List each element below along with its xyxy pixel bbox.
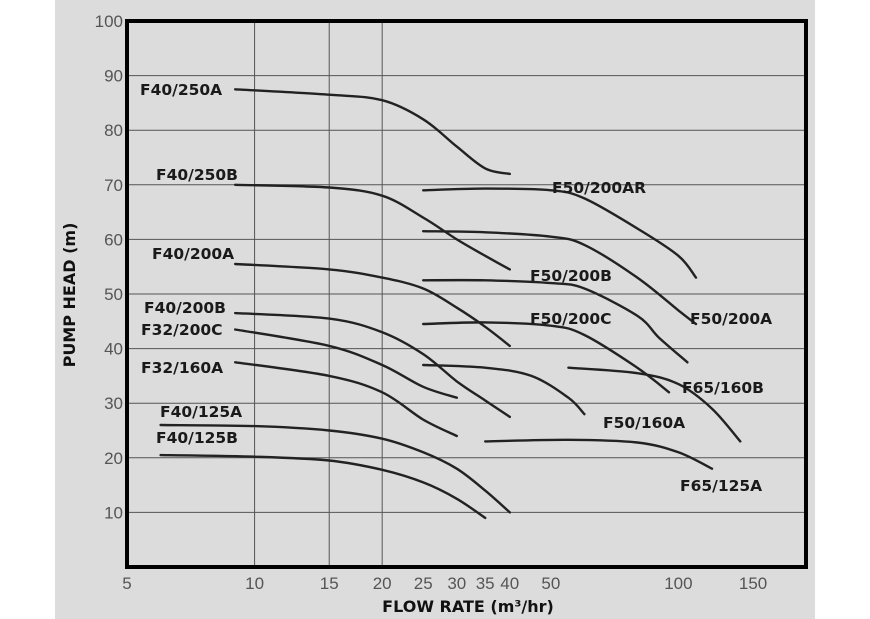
curve-f40-200b: [234, 311, 511, 419]
y-tick-label-10: 10: [104, 503, 123, 522]
curve-label-f40-125a: F40/125A: [160, 403, 242, 421]
curve-label-f65-160b: F65/160B: [682, 379, 764, 397]
curve-f40-250b: [234, 183, 511, 271]
curve-f65-125a: [484, 438, 714, 470]
grid-layer: [127, 21, 806, 567]
y-tick-labels: 10 20 30 40 50 60 70 80 90 100: [95, 12, 123, 522]
y-axis-title: PUMP HEAD (m): [60, 223, 79, 368]
curve-f50-200c: [422, 321, 671, 394]
y-tick-label-50: 50: [104, 285, 123, 304]
x-tick-label-20: 20: [373, 574, 392, 593]
curve-label-f50-200a: F50/200A: [690, 310, 772, 328]
curve-f50-200a: [422, 230, 698, 326]
curve-f32-160a: [234, 361, 458, 438]
y-tick-label-20: 20: [104, 449, 123, 468]
curve-f50-200b: [422, 278, 689, 364]
y-tick-label-30: 30: [104, 394, 123, 413]
curve-label-f65-125a: F65/125A: [680, 477, 762, 495]
curve-label-f50-160a: F50/160A: [603, 414, 685, 432]
curve-f50-200ar: [422, 187, 698, 279]
curve-label-f40-200b: F40/200B: [144, 299, 226, 317]
x-tick-label-5: 5: [122, 574, 131, 593]
curve-label-f32-200c: F32/200C: [141, 321, 223, 339]
curve-label-f50-200c: F50/200C: [530, 310, 612, 328]
x-tick-label-25: 25: [414, 574, 433, 593]
plot-frame: [125, 19, 808, 569]
curve-label-layer: F40/250A F40/250B F40/200A F40/200B F32/200C…: [140, 81, 772, 495]
curve-f32-200c: [234, 328, 458, 399]
x-tick-label-50: 50: [541, 574, 560, 593]
curve-f65-160b: [567, 366, 742, 443]
y-tick-label-70: 70: [104, 176, 123, 195]
curve-f40-125a: [159, 423, 511, 514]
x-tick-label-15: 15: [320, 574, 339, 593]
curve-label-f50-200b: F50/200B: [530, 267, 612, 285]
y-tick-label-40: 40: [104, 340, 123, 359]
chart-panel: [55, 0, 815, 619]
y-tick-label-100: 100: [95, 12, 123, 31]
x-tick-label-10: 10: [245, 574, 264, 593]
x-tick-label-100: 100: [664, 574, 692, 593]
x-tick-label-40: 40: [500, 574, 519, 593]
y-tick-label-80: 80: [104, 121, 123, 140]
curve-f40-125b: [159, 453, 487, 520]
curve-f50-160a: [422, 363, 586, 416]
curve-label-f40-200a: F40/200A: [152, 245, 234, 263]
curve-layer: [159, 88, 742, 520]
y-tick-label-60: 60: [104, 230, 123, 249]
curve-label-f50-200ar: F50/200AR: [552, 179, 646, 197]
curve-label-f32-160a: F32/160A: [141, 359, 223, 377]
curve-label-f40-250a: F40/250A: [140, 81, 222, 99]
x-tick-label-150: 150: [739, 574, 767, 593]
curve-f40-200a: [234, 262, 511, 348]
y-tick-label-90: 90: [104, 67, 123, 86]
curve-f40-250a: [234, 88, 511, 176]
x-axis-title: FLOW RATE (m³/hr): [382, 597, 554, 616]
x-tick-labels: 5 10 15 20 25 30 35 40 50 100 150: [122, 574, 767, 593]
curve-label-f40-250b: F40/250B: [156, 166, 238, 184]
x-tick-label-35: 35: [476, 574, 495, 593]
curve-label-f40-125b: F40/125B: [156, 429, 238, 447]
x-tick-label-30: 30: [447, 574, 466, 593]
